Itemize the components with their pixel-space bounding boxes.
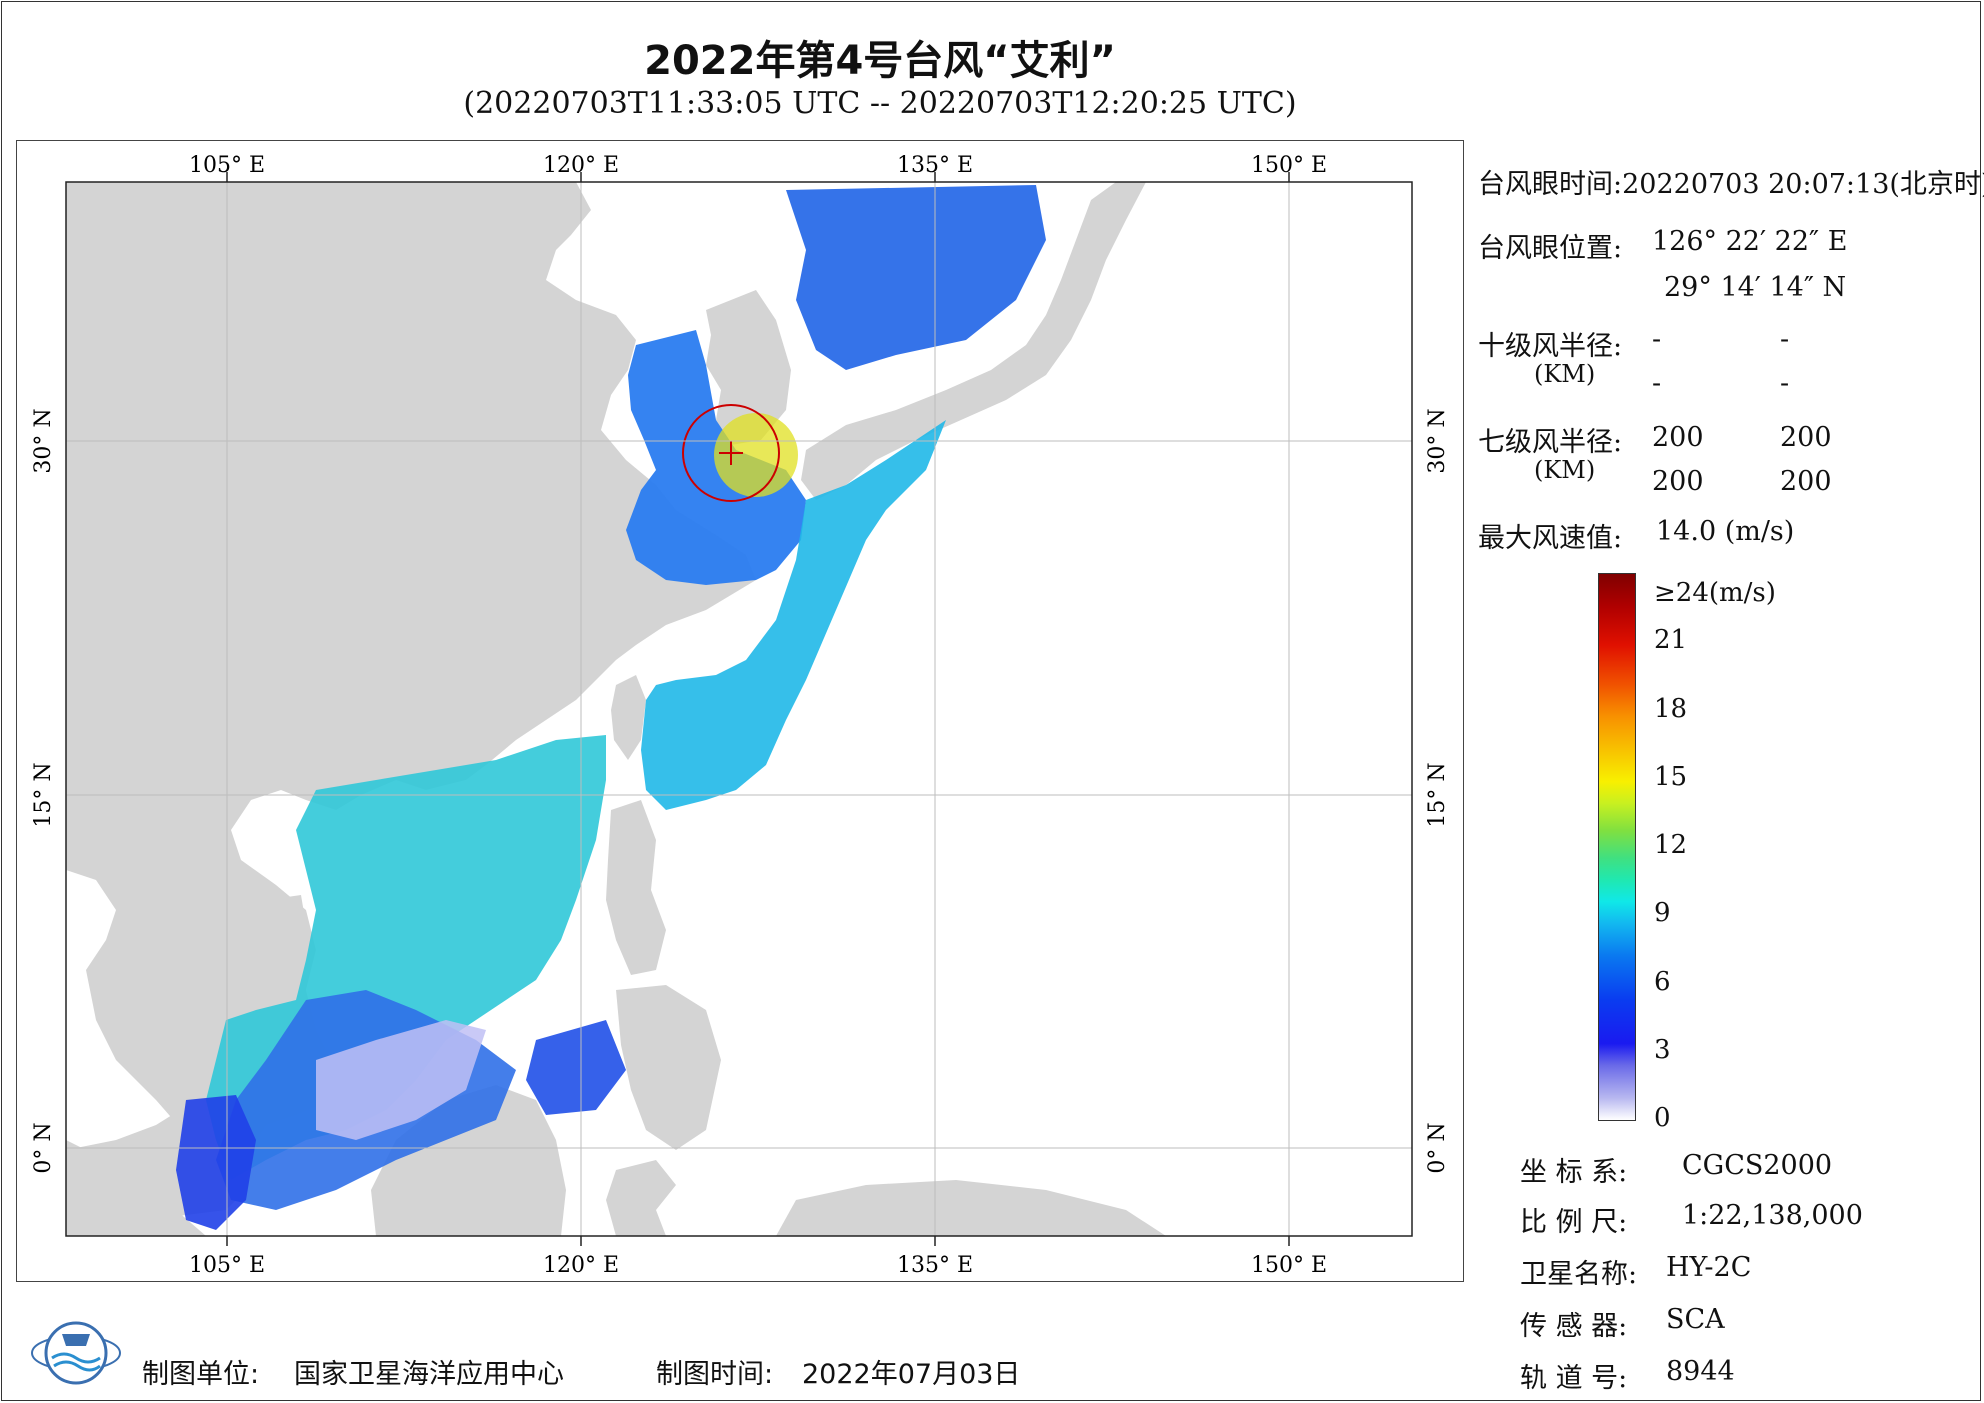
lat-label-left-0: 0° N — [31, 1122, 56, 1173]
eye-pos-label: 台风眼位置: — [1478, 233, 1623, 264]
legend-tick-21: 21 — [1654, 625, 1688, 656]
lon-label-bottom-120: 120° E — [543, 1253, 619, 1278]
lon-label-top-150: 150° E — [1251, 153, 1327, 178]
lon-label-top-105: 105° E — [189, 153, 265, 178]
land-luzon — [606, 800, 666, 975]
eye-time-value: 20220703 20:07:13(北京时) — [1622, 169, 1984, 200]
wind-swath-gulf — [176, 1095, 256, 1230]
nsoas-logo — [31, 1321, 121, 1385]
legend-tick-3: 3 — [1654, 1034, 1671, 1065]
eye-time-label: 台风眼时间: — [1478, 169, 1623, 200]
crs-label: 坐 标 系: — [1520, 1157, 1628, 1188]
legend-tick-6: 6 — [1654, 966, 1671, 997]
graticule — [66, 182, 1412, 1236]
wind-swath-pacific — [641, 420, 946, 810]
time-range: (20220703T11:33:05 UTC -- 20220703T12:20… — [463, 86, 1297, 121]
scale-value: 1:22,138,000 — [1682, 1200, 1863, 1231]
eye-lon-value: 126° 22′ 22″ E — [1652, 226, 1848, 257]
sensor-label: 传 感 器: — [1520, 1311, 1628, 1342]
land-mindanao — [616, 985, 721, 1150]
scale-label: 比 例 尺: — [1520, 1207, 1628, 1238]
r10-value-3: - — [1652, 368, 1662, 399]
sensor-value: SCA — [1666, 1304, 1725, 1335]
max-wind-value: 14.0 (m/s) — [1656, 516, 1795, 547]
land-new-guinea — [776, 1180, 1166, 1236]
wind-core-north — [714, 413, 798, 497]
legend-tick-15: 15 — [1654, 761, 1688, 792]
orbit-value: 8944 — [1666, 1356, 1735, 1387]
orbit-label: 轨 道 号: — [1520, 1363, 1628, 1394]
lon-label-top-120: 120° E — [543, 153, 619, 178]
lat-label-right-30: 30° N — [1425, 408, 1450, 473]
wind-swath-japan-sea — [786, 185, 1046, 370]
lon-label-top-135: 135° E — [897, 153, 973, 178]
eye-lat-value: 29° 14′ 14″ N — [1664, 272, 1847, 303]
footer-time-label: 制图时间: — [656, 1359, 774, 1390]
land-sumatra — [66, 1140, 206, 1236]
lat-label-left-30: 30° N — [31, 408, 56, 473]
land-asia-mainland — [66, 182, 756, 1210]
r7-unit: (KM) — [1534, 456, 1596, 484]
legend-tick-0: 0 — [1654, 1103, 1671, 1133]
max-wind-label: 最大风速值: — [1478, 523, 1623, 554]
r7-value-1: 200 — [1652, 422, 1704, 453]
r7-value-2: 200 — [1780, 422, 1832, 453]
map-border — [65, 181, 1413, 1237]
legend-tick-12: 12 — [1654, 830, 1688, 860]
tick-marks — [226, 172, 1290, 1246]
eye-time-row: 台风眼时间:20220703 20:07:13(北京时) — [1478, 162, 1984, 201]
footer-unit-label: 制图单位: — [142, 1359, 260, 1390]
footer-time-value: 2022年07月03日 — [802, 1359, 1021, 1390]
lon-label-bottom-135: 135° E — [897, 1253, 973, 1278]
crs-value: CGCS2000 — [1682, 1150, 1833, 1181]
land-sulawesi — [606, 1160, 676, 1236]
wind-speed-colorbar — [1598, 573, 1636, 1121]
legend-unit-label: ≥24(m/s) — [1654, 578, 1776, 608]
land-taiwan — [611, 675, 646, 760]
lat-label-right-15: 15° N — [1425, 762, 1450, 827]
wind-field-map[interactable]: 105° E 120° E 135° E 150° E 105° E 120° … — [16, 140, 1464, 1282]
r7-value-3: 200 — [1652, 466, 1704, 497]
land-korea — [706, 290, 791, 445]
r10-value-4: - — [1780, 368, 1790, 399]
lon-label-bottom-105: 105° E — [189, 1253, 265, 1278]
typhoon-wind-circle[interactable] — [682, 404, 780, 502]
legend-tick-18: 18 — [1654, 693, 1688, 724]
map-frame — [16, 140, 1464, 1282]
land-japan — [801, 182, 1146, 500]
r7-value-4: 200 — [1780, 466, 1832, 497]
r10-value-1: - — [1652, 324, 1662, 355]
lon-label-bottom-150: 150° E — [1251, 1253, 1327, 1278]
footer-unit-value: 国家卫星海洋应用中心 — [294, 1359, 564, 1390]
wind-swath-celebes — [526, 1020, 626, 1115]
r7-label: 七级风半径: — [1478, 427, 1623, 458]
page-title: 2022年第4号台风“艾利” — [644, 38, 1116, 84]
satellite-label: 卫星名称: — [1520, 1259, 1638, 1290]
r10-label: 十级风半径: — [1478, 331, 1623, 362]
legend-tick-9: 9 — [1654, 898, 1671, 929]
lat-label-right-0: 0° N — [1425, 1122, 1450, 1173]
r10-value-2: - — [1780, 324, 1790, 355]
satellite-value: HY-2C — [1666, 1252, 1752, 1283]
wind-calm-scs — [316, 1020, 486, 1140]
r10-unit: (KM) — [1534, 360, 1596, 388]
lat-label-left-15: 15° N — [31, 762, 56, 827]
land-hainan — [261, 895, 306, 935]
